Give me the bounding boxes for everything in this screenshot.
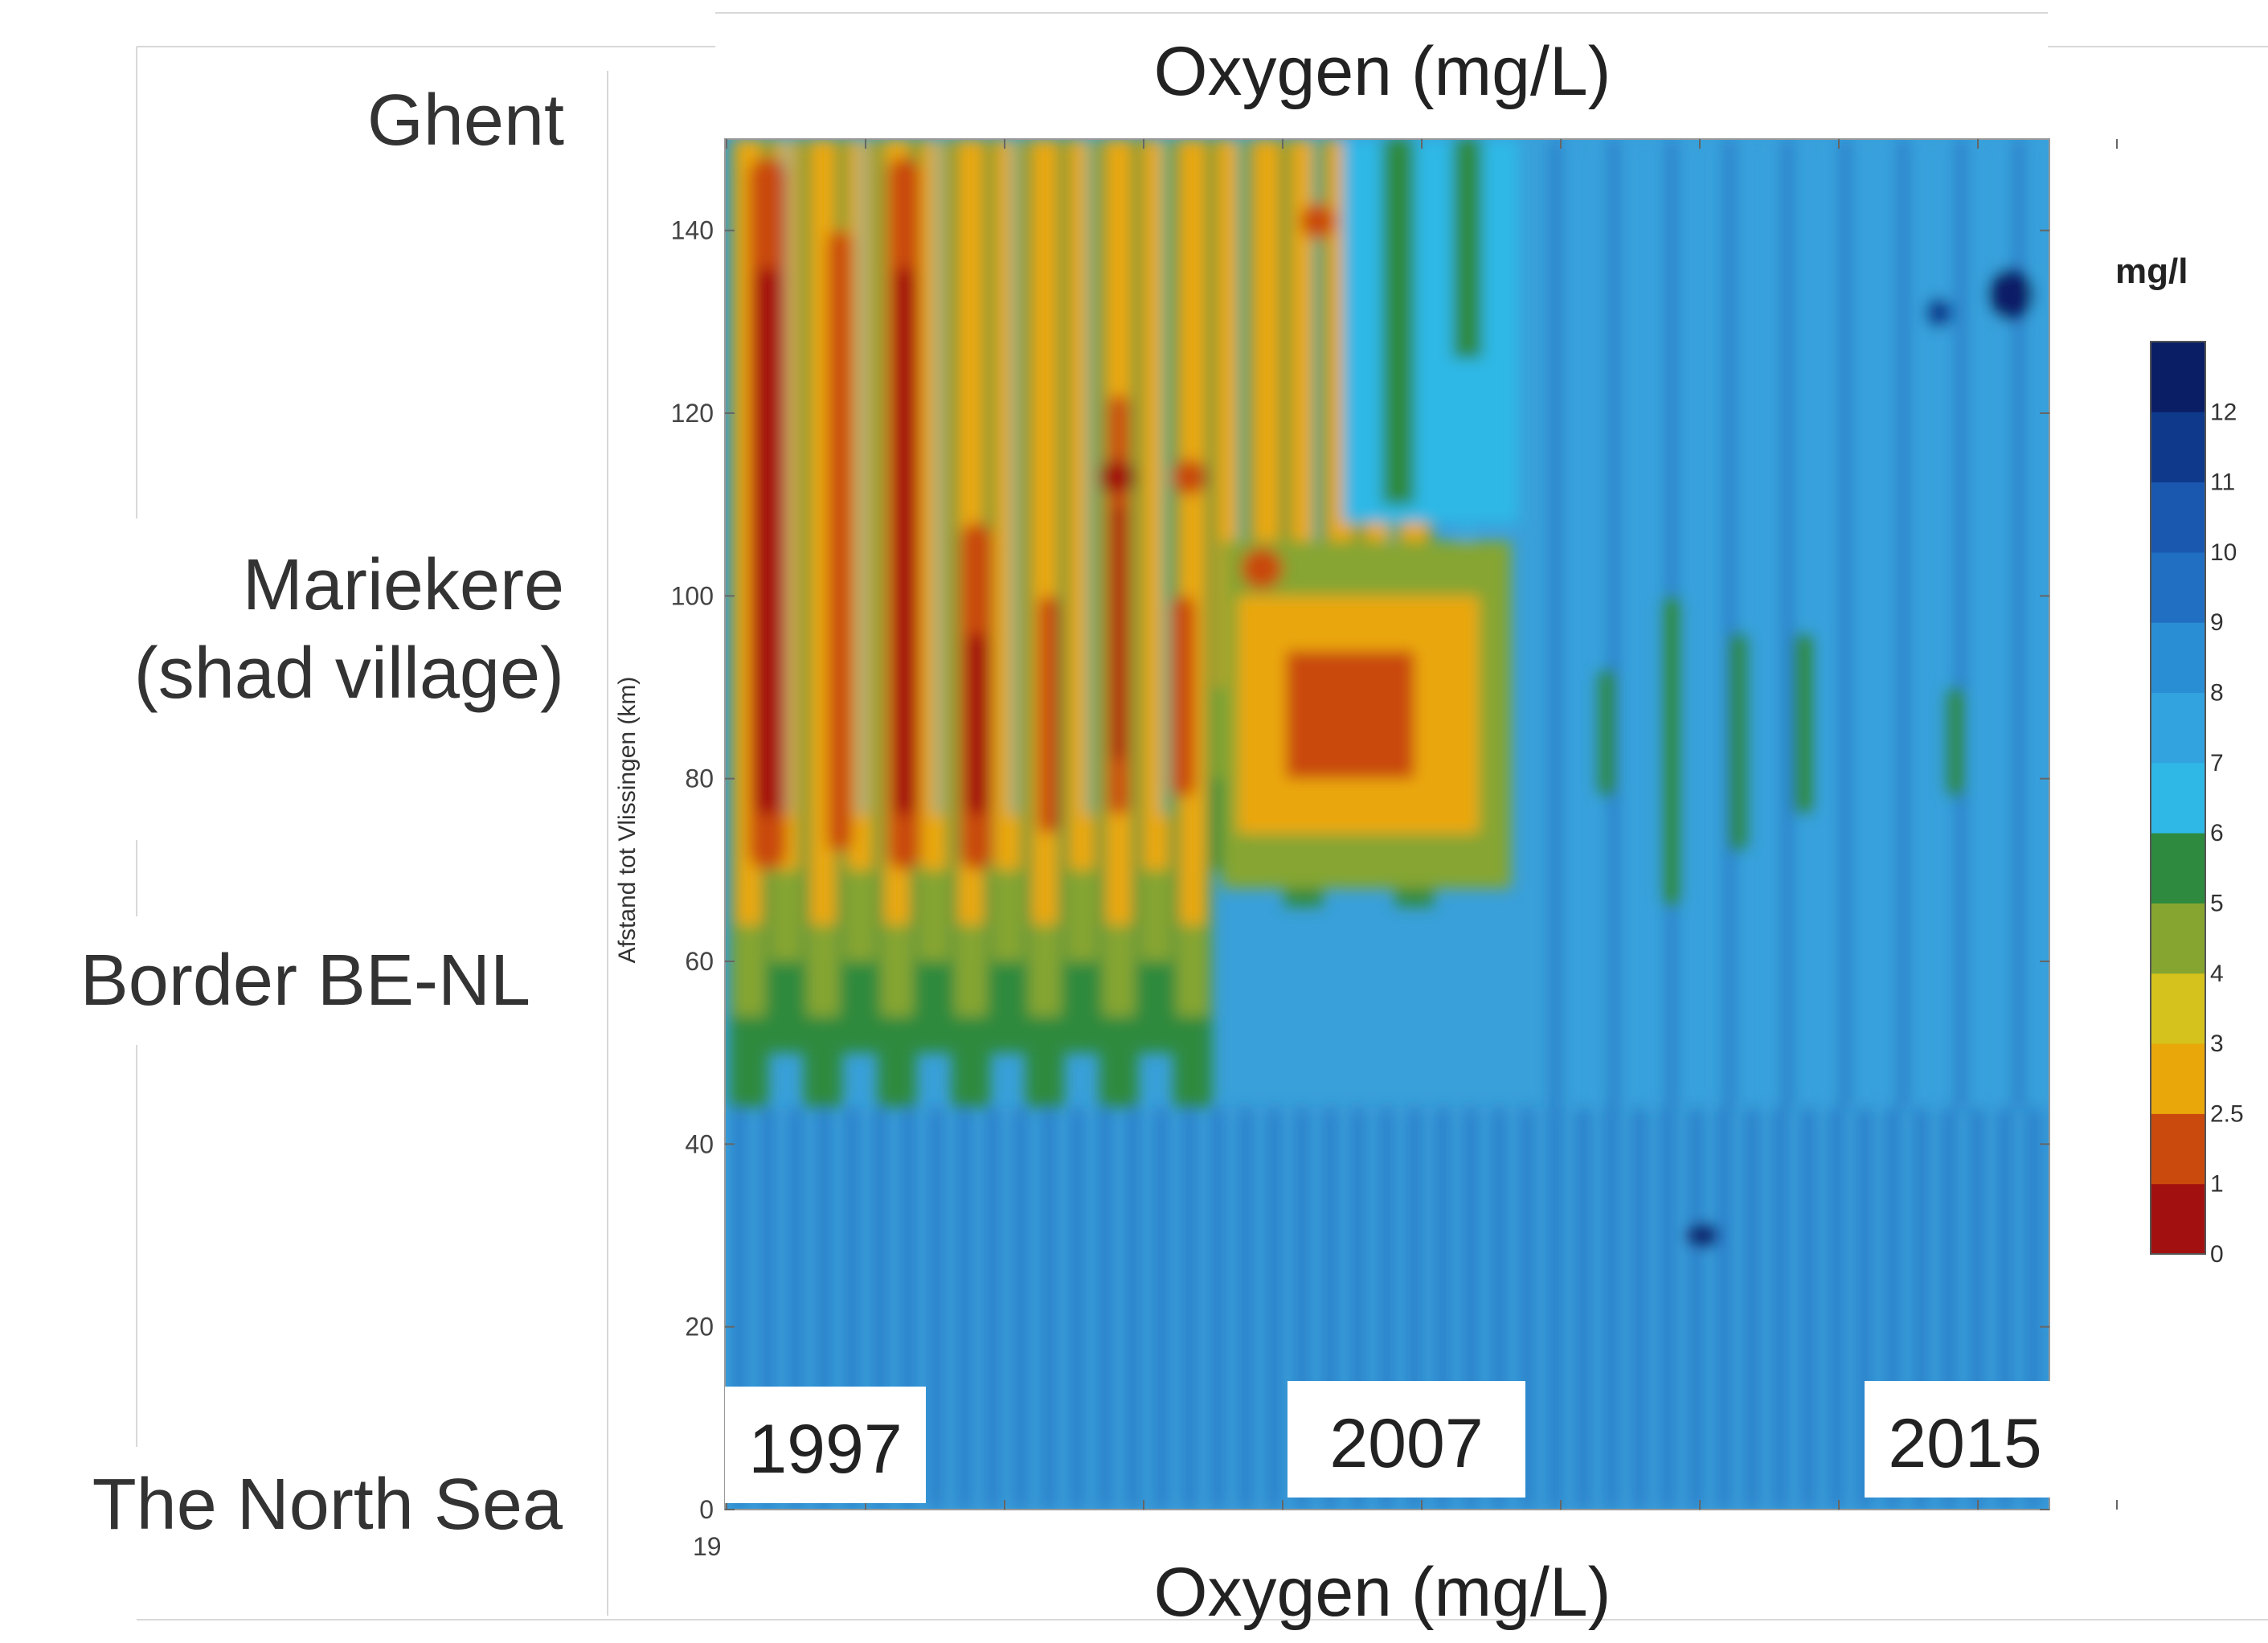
- colorbar-band: [2151, 903, 2205, 974]
- year-label: 2007: [1329, 1405, 1483, 1482]
- heatmap-field: [725, 139, 2049, 1510]
- colorbar-tick-label: 2.5: [2210, 1100, 2244, 1127]
- slide-frame-lines: [136, 12, 2268, 1620]
- x-axis: 19: [693, 139, 2118, 1561]
- year-label: 1997: [748, 1411, 902, 1488]
- colorbar-band: [2151, 342, 2205, 412]
- x-tick-label-truncated: 19: [693, 1532, 722, 1561]
- colorbar-tick-label: 8: [2210, 680, 2224, 707]
- y-tick-label: 100: [671, 581, 714, 610]
- colorbar-legend: mg/l 0 1 2.5 3 4 5 6 7 8 9 10 11 12: [2115, 252, 2244, 1268]
- colorbar-tick-label: 6: [2210, 820, 2224, 846]
- colorbar-tick-label: 11: [2210, 469, 2235, 496]
- colorbar-band: [2151, 551, 2205, 623]
- colorbar-tick-label: 3: [2210, 1030, 2224, 1057]
- chart-bottom-title: Oxygen (mg/L): [1154, 1554, 1611, 1631]
- y-tick-label: 40: [685, 1129, 714, 1158]
- year-label-box: [1865, 1381, 2065, 1498]
- colorbar-tick-label: 12: [2210, 399, 2237, 425]
- year-label-box: [1288, 1381, 1525, 1498]
- colorbar-tick-label: 10: [2210, 539, 2237, 566]
- y-tick-label: 120: [671, 399, 714, 428]
- colorbar-band: [2151, 1183, 2205, 1255]
- colorbar-band: [2151, 692, 2205, 764]
- colorbar-band: [2151, 412, 2205, 483]
- colorbar-tick-label: 7: [2210, 750, 2224, 776]
- colorbar-tick-label: 1: [2210, 1171, 2224, 1198]
- chart-title: Oxygen (mg/L): [1154, 33, 1611, 110]
- y-axis-label: Afstand tot Vlissingen (km): [614, 677, 641, 964]
- y-tick-label: 60: [685, 947, 714, 976]
- colorbar-tick-label: 5: [2210, 890, 2224, 916]
- location-labels: Ghent Mariekere(shad village) Border BE-NL…: [80, 80, 564, 1545]
- plot-frame: [724, 138, 2050, 1510]
- location-label: Mariekere: [243, 545, 564, 625]
- colorbar-unit: mg/l: [2115, 252, 2188, 291]
- colorbar-band: [2151, 1113, 2205, 1185]
- colorbar-band: [2151, 481, 2205, 553]
- y-tick-label: 140: [671, 216, 714, 245]
- colorbar-frame: [2150, 341, 2206, 1255]
- colorbar-band: [2151, 622, 2205, 694]
- y-axis: 0 20 40 60 80 100 120 140: [671, 216, 2049, 1524]
- colorbar-tick-label: 4: [2210, 961, 2224, 987]
- colorbar-band: [2151, 973, 2205, 1044]
- year-label: 2015: [1888, 1405, 2041, 1482]
- y-tick-label: 0: [699, 1495, 714, 1524]
- location-label: Ghent: [367, 80, 564, 161]
- colorbar-band: [2151, 1043, 2205, 1114]
- colorbar-tick-label: 9: [2210, 609, 2224, 636]
- colorbar-band: [2151, 762, 2205, 834]
- colorbar-tick-label: 0: [2210, 1241, 2224, 1268]
- y-tick-label: 80: [685, 764, 714, 793]
- location-label: The North Sea: [92, 1465, 563, 1545]
- y-tick-label: 20: [685, 1313, 714, 1342]
- colorbar-band: [2151, 833, 2205, 903]
- location-label: (shad village): [134, 633, 564, 714]
- year-label-box: [725, 1387, 926, 1503]
- location-label: Border BE-NL: [80, 940, 530, 1021]
- year-labels: 1997 2007 2015: [725, 1381, 2065, 1503]
